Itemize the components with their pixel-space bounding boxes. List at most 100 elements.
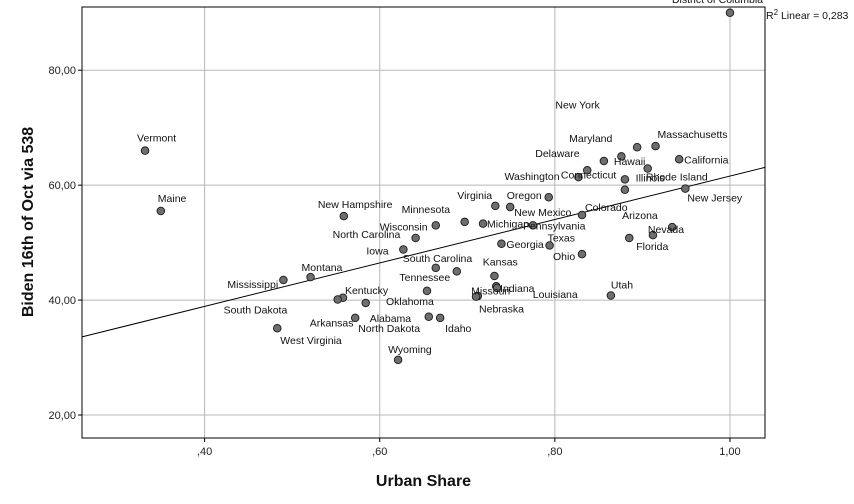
point-label: Connecticut <box>561 169 617 181</box>
data-point <box>435 313 445 323</box>
data-point <box>505 202 515 212</box>
x-tick-label: 1,00 <box>719 446 740 458</box>
point-label: Rhode Island <box>646 172 708 184</box>
y-tick-label: 80,00 <box>48 65 76 77</box>
data-point <box>577 210 587 220</box>
data-point <box>620 185 630 194</box>
point-label: Nevada <box>648 224 684 236</box>
data-point <box>681 184 690 193</box>
data-point <box>431 221 441 230</box>
data-point <box>306 272 315 282</box>
data-point <box>725 8 735 17</box>
x-tick-label: ,40 <box>197 446 212 458</box>
data-point <box>490 271 499 281</box>
point-label: Utah <box>611 279 633 291</box>
point-label: Massachusetts <box>658 129 728 141</box>
point-label: Texas <box>548 232 575 244</box>
data-point <box>491 201 500 211</box>
point-label: Kentucky <box>345 285 389 297</box>
data-point <box>606 291 616 300</box>
data-point <box>577 249 587 259</box>
point-label: New Hampshire <box>318 199 393 211</box>
x-tick-label: ,60 <box>372 446 387 458</box>
data-point <box>620 175 630 184</box>
data-point <box>471 292 481 301</box>
data-point <box>431 263 441 273</box>
data-point <box>333 295 342 304</box>
point-label: North Dakota <box>358 323 420 335</box>
data-point <box>582 165 592 175</box>
data-point <box>393 355 403 365</box>
y-tick-label: 20,00 <box>48 410 76 422</box>
data-point <box>674 155 684 164</box>
point-label: District of Columbia <box>672 0 763 6</box>
point-label: Delaware <box>535 148 580 160</box>
point-label: Colorado <box>585 202 628 214</box>
point-label: Louisiana <box>533 289 578 301</box>
data-point <box>651 141 660 151</box>
y-axis-ticks: 20,00 40,00 60,00 80,00 <box>48 65 82 422</box>
point-labels: District of Columbia New York Massachusett… <box>137 0 763 356</box>
point-label: New Jersey <box>687 193 743 205</box>
data-point <box>411 233 420 243</box>
x-axis-ticks: ,40 ,60 ,80 1,00 <box>197 438 741 458</box>
point-label: Vermont <box>137 133 176 145</box>
point-label: Michigan <box>487 219 529 231</box>
data-point <box>625 233 634 243</box>
point-label: Wisconsin <box>380 221 428 233</box>
data-point <box>643 164 652 173</box>
data-point <box>632 142 642 152</box>
point-label: Oklahoma <box>386 296 434 308</box>
y-tick-label: 60,00 <box>48 180 76 192</box>
point-label: Indiana <box>500 283 535 295</box>
data-point <box>361 298 370 308</box>
point-label: Virginia <box>457 190 492 202</box>
point-label: Minnesota <box>402 204 451 216</box>
x-axis-title: Urban Share <box>376 473 471 490</box>
data-point <box>667 222 677 232</box>
data-point <box>399 245 408 254</box>
point-label: Illinois <box>636 172 665 184</box>
point-label: New York <box>555 99 600 111</box>
y-tick-label: 40,00 <box>48 295 76 307</box>
point-label: Kansas <box>483 256 518 268</box>
r2-label: R2 Linear = 0,283 <box>766 8 849 22</box>
data-point <box>599 156 609 166</box>
data-point <box>279 275 288 285</box>
data-point <box>156 206 166 216</box>
point-label: Mississippi <box>227 279 278 291</box>
y-axis-title: Biden 16th of Oct via 538 <box>20 127 37 317</box>
point-label: Maine <box>158 193 187 205</box>
grid-lines <box>82 7 765 438</box>
data-point <box>273 323 282 333</box>
point-label: Washington <box>504 171 559 183</box>
data-point <box>452 267 462 276</box>
point-label: South Carolina <box>403 253 473 265</box>
data-point <box>422 286 432 296</box>
x-tick-label: ,80 <box>547 446 562 458</box>
data-point <box>424 312 434 321</box>
data-point <box>528 221 538 230</box>
data-point <box>544 192 553 202</box>
point-label: Arizona <box>622 210 658 222</box>
point-label: Nebraska <box>479 304 524 316</box>
data-point <box>460 217 469 227</box>
plot-frame <box>81 6 766 439</box>
point-label: Montana <box>302 262 343 274</box>
point-label: West Virginia <box>280 335 342 347</box>
point-label: Ohio <box>553 251 575 263</box>
point-label: Oregon <box>507 190 542 202</box>
data-point <box>545 241 554 250</box>
data-point <box>497 239 506 249</box>
point-label: Alabama <box>370 313 412 325</box>
point-label: Georgia <box>506 239 544 251</box>
data-point <box>574 172 583 182</box>
point-label: Hawaii <box>614 156 646 168</box>
point-label: Wyoming <box>388 344 432 356</box>
point-label: Maryland <box>569 133 612 145</box>
point-label: Arkansas <box>310 318 354 330</box>
point-label: Iowa <box>366 246 388 258</box>
data-point <box>350 313 360 323</box>
data-point <box>478 219 488 228</box>
